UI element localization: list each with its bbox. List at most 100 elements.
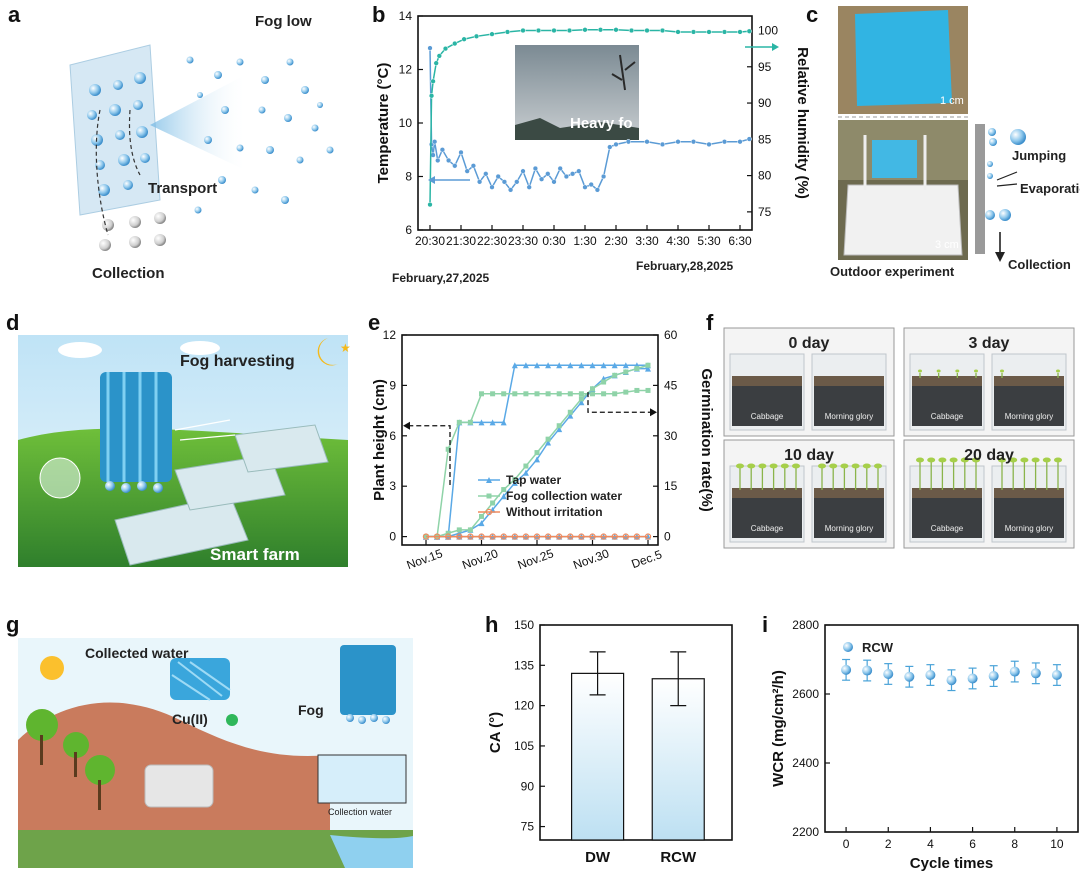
left-axis-arrowhead	[428, 176, 435, 184]
data-point	[511, 362, 518, 369]
pot-label: Morning glory	[825, 524, 873, 533]
xtick-label: 1:30	[573, 234, 597, 248]
data-point	[569, 171, 576, 177]
plain-mesh	[144, 764, 214, 808]
data-point	[659, 27, 666, 34]
soil-top	[814, 376, 884, 386]
data-point	[578, 396, 584, 402]
day-label: 0 day	[789, 335, 830, 352]
fog-low-label: Fog low	[255, 13, 312, 30]
data-point	[435, 157, 441, 164]
data-point	[535, 27, 542, 34]
data-point	[452, 163, 458, 169]
data-point	[925, 670, 936, 681]
sprout-leaf	[998, 457, 1006, 463]
soil-top	[994, 376, 1064, 386]
data-point	[456, 527, 462, 533]
ytick-label-left: 6	[405, 223, 412, 237]
data-point	[501, 179, 508, 185]
xtick-label: RCW	[660, 849, 697, 866]
fog-droplets	[186, 56, 334, 214]
data-point	[551, 179, 557, 185]
data-point	[500, 419, 507, 426]
data-point	[746, 28, 752, 34]
data-point	[622, 533, 630, 540]
soil-top	[814, 488, 884, 498]
sprout-leaf	[916, 457, 924, 463]
data-point	[478, 520, 485, 527]
data-point	[645, 365, 651, 372]
fog-beam	[150, 75, 245, 170]
data-point	[612, 391, 618, 397]
right-axis-arrow	[587, 392, 650, 413]
data-point	[589, 533, 596, 540]
data-point	[534, 391, 540, 397]
data-point	[489, 533, 496, 540]
sprout-leaf	[972, 457, 980, 463]
data-point	[645, 387, 651, 393]
scale-bottom: 3 cm	[935, 239, 959, 251]
data-point	[544, 533, 552, 540]
data-point	[1009, 666, 1020, 677]
ytick-label-left: 6	[389, 429, 396, 443]
data-point	[520, 168, 526, 174]
panel-a: a Fog low Transport Collectio	[8, 2, 334, 282]
data-point	[464, 168, 470, 174]
y-axis-label: CA (°)	[487, 712, 504, 753]
mesh-edge	[975, 124, 985, 254]
panel-letter-d: d	[6, 310, 19, 335]
data-point	[545, 362, 552, 369]
panel-letter-g: g	[6, 612, 19, 637]
data-point	[594, 187, 601, 193]
data-point	[567, 412, 574, 419]
soil-top	[994, 488, 1064, 498]
xtick-label: 6	[969, 837, 976, 851]
data-point	[476, 179, 483, 185]
xtick-label: 4	[927, 837, 934, 851]
legend-marker	[486, 493, 492, 499]
data-point	[645, 362, 651, 368]
ytick-label-left: 8	[405, 170, 412, 184]
legend-label: Without irritation	[506, 505, 603, 519]
data-point	[590, 386, 595, 392]
captured-droplets	[87, 72, 150, 196]
sprout-leaf	[747, 463, 756, 469]
data-point	[479, 513, 484, 519]
pot-label: Morning glory	[825, 412, 873, 421]
ytick-label-right: 45	[664, 378, 678, 392]
data-point	[737, 139, 743, 145]
data-point	[623, 389, 629, 395]
data-point	[533, 533, 541, 540]
x-axis-label: Cycle times	[910, 855, 993, 872]
data-point	[514, 179, 520, 185]
mesh-tower	[100, 372, 172, 482]
data-point	[967, 673, 978, 684]
scale-top: 1 cm	[940, 95, 964, 107]
data-point	[545, 171, 551, 177]
data-point	[545, 439, 552, 446]
sprout-leaf	[938, 457, 947, 463]
evaporation-label: Evaporation	[1020, 181, 1080, 196]
ytick-label-right: 15	[664, 479, 678, 493]
ytick-label: 105	[514, 739, 534, 753]
ytick-label-left: 3	[389, 479, 396, 493]
panel-letter-i: i	[762, 612, 768, 637]
planter-3	[234, 424, 329, 473]
data-point	[445, 530, 451, 536]
day-label: 20 day	[964, 447, 1014, 464]
data-point	[628, 27, 635, 34]
data-point	[512, 476, 518, 482]
y-axis-label-left: Temperature (°C)	[375, 63, 392, 184]
soil-top	[912, 376, 982, 386]
data-point	[433, 533, 441, 540]
legend-marker	[485, 508, 493, 516]
data-point	[478, 533, 485, 540]
data-point	[489, 31, 495, 37]
data-point	[634, 366, 640, 372]
xtick-label: 0:30	[542, 234, 566, 248]
blue-mesh-sample	[855, 10, 952, 106]
jumping-label: Jumping	[1012, 148, 1066, 163]
ytick-label-left: 0	[389, 530, 396, 544]
sprout-leaf	[862, 463, 871, 469]
